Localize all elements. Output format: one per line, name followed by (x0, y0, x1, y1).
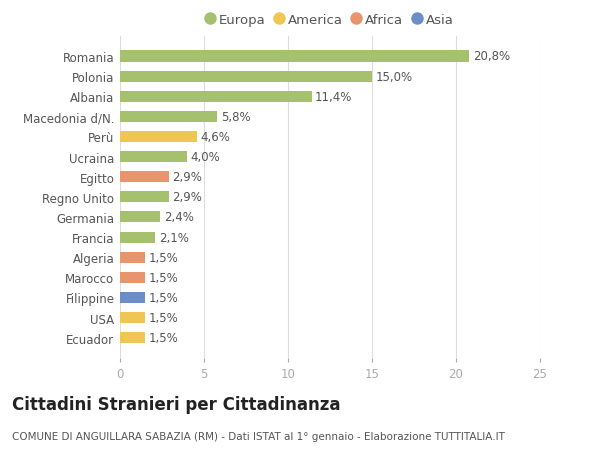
Bar (120, 72, 372, 83)
Bar (120, 151, 187, 163)
Text: 1,5%: 1,5% (149, 311, 178, 325)
Text: 1,5%: 1,5% (149, 331, 178, 344)
Text: 4,0%: 4,0% (191, 151, 220, 164)
Text: 2,1%: 2,1% (158, 231, 188, 244)
Bar (120, 312, 145, 323)
Text: 1,5%: 1,5% (149, 251, 178, 264)
Text: 15,0%: 15,0% (376, 70, 412, 84)
Bar (120, 112, 217, 123)
Text: 20,8%: 20,8% (473, 50, 510, 63)
Bar (120, 272, 145, 283)
Text: 11,4%: 11,4% (315, 90, 352, 103)
Bar (120, 212, 160, 223)
Text: 2,9%: 2,9% (172, 191, 202, 204)
Bar (120, 332, 145, 343)
Bar (120, 51, 469, 62)
Bar (120, 172, 169, 183)
Legend: Europa, America, Africa, Asia: Europa, America, Africa, Asia (204, 11, 456, 30)
Bar (120, 232, 155, 243)
Text: 4,6%: 4,6% (200, 131, 230, 144)
Bar (120, 91, 311, 102)
Text: COMUNE DI ANGUILLARA SABAZIA (RM) - Dati ISTAT al 1° gennaio - Elaborazione TUTT: COMUNE DI ANGUILLARA SABAZIA (RM) - Dati… (12, 431, 505, 442)
Text: 2,4%: 2,4% (164, 211, 194, 224)
Text: 5,8%: 5,8% (221, 111, 250, 123)
Bar (120, 252, 145, 263)
Bar (120, 192, 169, 203)
Bar (120, 292, 145, 303)
Text: Cittadini Stranieri per Cittadinanza: Cittadini Stranieri per Cittadinanza (12, 395, 341, 413)
Text: 2,9%: 2,9% (172, 171, 202, 184)
Text: 1,5%: 1,5% (149, 271, 178, 284)
Text: 1,5%: 1,5% (149, 291, 178, 304)
Bar (120, 132, 197, 143)
